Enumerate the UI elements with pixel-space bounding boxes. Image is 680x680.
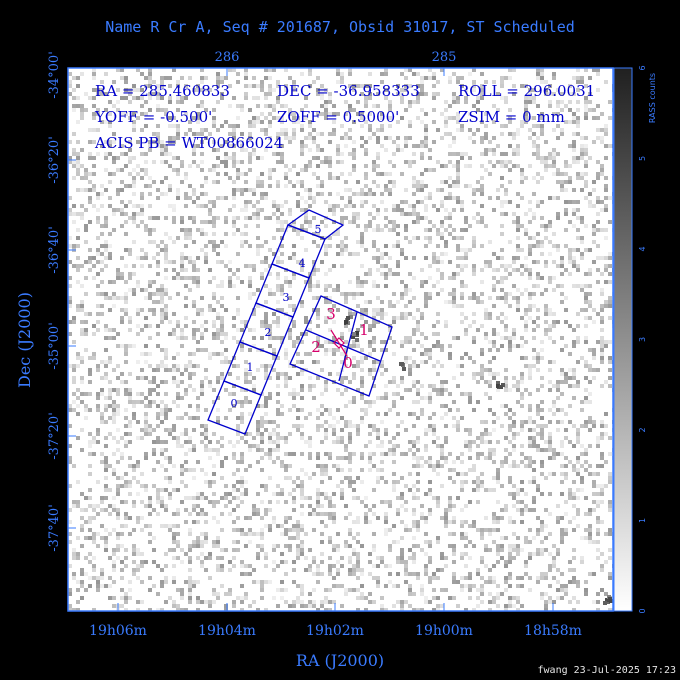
x-tick-label-2: 19h04m — [198, 623, 256, 639]
acis-i-outline — [289, 295, 393, 397]
acis-s-label-3: 3 — [283, 291, 290, 304]
colorbar-tick-label: 0 — [638, 608, 647, 613]
x-tick-label-5: 18h58m — [524, 623, 582, 639]
colorbar-tick-label: 3 — [638, 337, 647, 342]
x-tick-label-4: 19h00m — [415, 623, 473, 639]
acis-s-label-4: 4 — [299, 257, 306, 270]
acis-i-array — [289, 295, 393, 397]
y-axis-label: Dec (J2000) — [15, 292, 34, 388]
acis-s-label-5: 5 — [315, 223, 322, 236]
top-tick-label-1: 286 — [215, 50, 240, 65]
acis-s-array — [207, 209, 345, 435]
colorbar-label: RASS counts — [648, 73, 657, 123]
acis-i-label-3: 3 — [326, 305, 336, 323]
acis-i-divider-h — [305, 329, 381, 362]
colorbar — [613, 67, 633, 612]
param-dec: DEC = -36.958333 — [277, 82, 420, 100]
colorbar-tick-label: 1 — [638, 518, 647, 523]
pointing-parameters: RA = 285.460833 DEC = -36.958333 ROLL = … — [94, 82, 595, 152]
footer-stamp: fwang 23-Jul-2025 17:23 — [537, 665, 676, 676]
y-tick-label-1: -36°20' — [47, 136, 62, 184]
acis-i-divider-v — [338, 311, 358, 382]
colorbar-ticks: 0 1 2 3 4 5 6 — [638, 65, 647, 613]
param-roll: ROLL = 296.0031 — [458, 82, 595, 100]
acis-s-chip-5 — [286, 209, 345, 240]
colorbar-tick-label: 2 — [638, 427, 647, 432]
plot-frame — [67, 67, 614, 612]
x-tick-label-1: 19h06m — [89, 623, 147, 639]
y-tick-label-2: -36°40' — [47, 226, 62, 274]
figure-title: Name R Cr A, Seq # 201687, Obsid 31017, … — [105, 18, 575, 36]
param-acis-pb: ACIS PB = WT00866024 — [94, 134, 283, 152]
param-zsim: ZSIM = 0 mm — [458, 108, 565, 126]
acis-s-label-2: 2 — [265, 326, 272, 339]
acis-i-label-0: 0 — [343, 354, 353, 372]
acis-s-label-0: 0 — [231, 397, 238, 410]
y-tick-label-top: -34°00' — [47, 51, 62, 99]
acis-s-label-1: 1 — [247, 361, 254, 374]
axis-ticks — [68, 68, 554, 611]
colorbar-tick-label: 4 — [638, 246, 647, 251]
param-yoff: YOFF = -0.500' — [94, 108, 212, 126]
y-tick-label-5: -37°40' — [47, 504, 62, 552]
aimpoint-marker — [330, 329, 348, 357]
acis-i-label-1: 1 — [359, 321, 369, 339]
colorbar-gradient — [613, 67, 633, 612]
param-ra: RA = 285.460833 — [95, 82, 230, 100]
acis-i-label-2: 2 — [311, 338, 321, 356]
rass-background-image — [68, 68, 613, 611]
y-tick-label-3: -35°00' — [47, 322, 62, 370]
top-tick-label-2: 285 — [432, 50, 457, 65]
param-zoff: ZOFF = 0.5000' — [277, 108, 399, 126]
colorbar-tick-label: 5 — [638, 156, 647, 161]
y-tick-label-4: -37°20' — [47, 412, 62, 460]
x-tick-label-3: 19h02m — [306, 623, 364, 639]
colorbar-tick-label: 6 — [638, 65, 647, 70]
x-axis-label: RA (J2000) — [296, 651, 384, 670]
